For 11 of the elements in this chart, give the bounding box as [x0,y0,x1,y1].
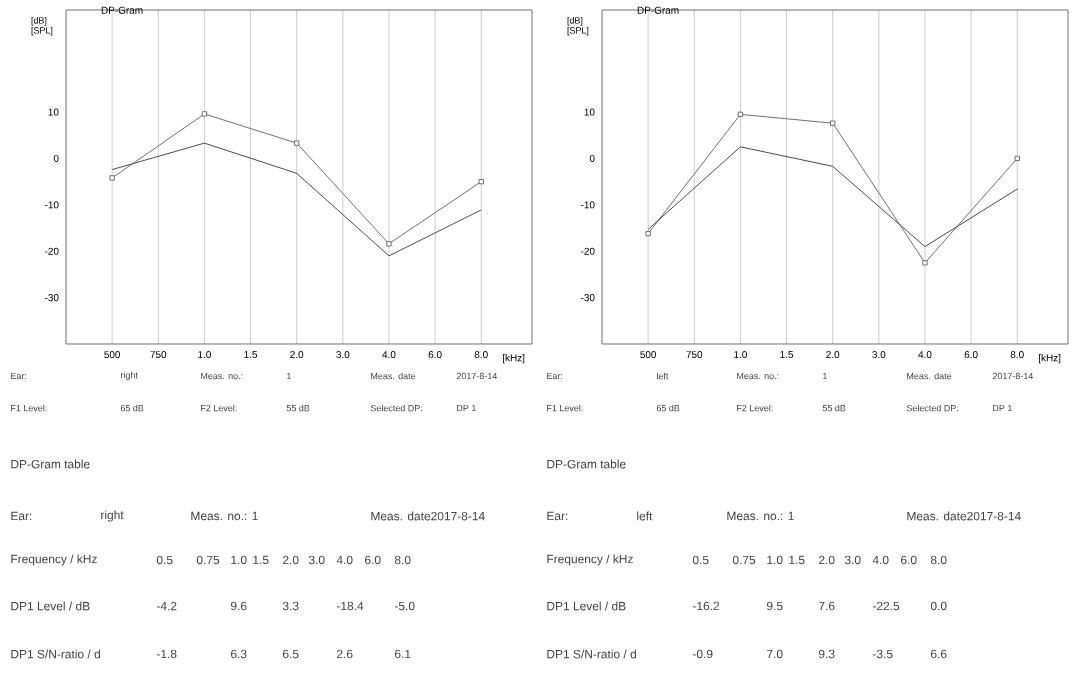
point [829,120,836,126]
line-series [647,146,1018,248]
point [109,175,115,181]
point [201,111,208,117]
point [1014,155,1020,162]
point [293,140,300,146]
point [478,178,484,185]
point [386,241,392,247]
line-series [111,142,482,257]
point [645,230,651,237]
point [922,260,928,266]
